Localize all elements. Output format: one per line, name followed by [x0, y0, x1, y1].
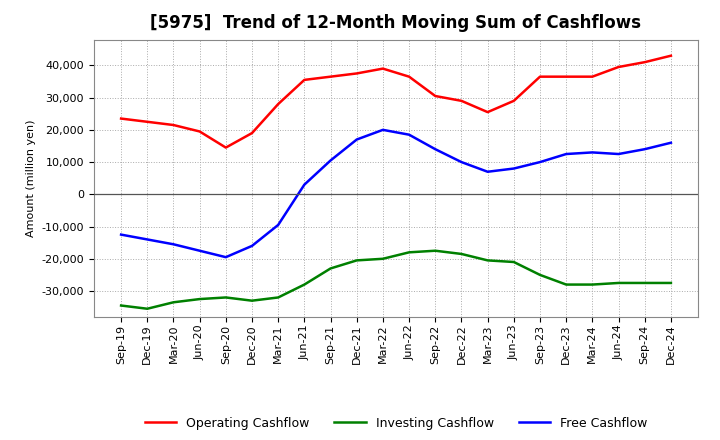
Free Cashflow [510, 166, 518, 171]
Operating Cashflow [640, 59, 649, 65]
Operating Cashflow [667, 53, 675, 59]
Investing Cashflow [510, 259, 518, 264]
Operating Cashflow [117, 116, 125, 121]
Investing Cashflow [222, 295, 230, 300]
Investing Cashflow [431, 248, 440, 253]
Operating Cashflow [300, 77, 309, 83]
Operating Cashflow [195, 129, 204, 134]
Operating Cashflow [431, 93, 440, 99]
Free Cashflow [326, 158, 335, 163]
Free Cashflow [536, 159, 544, 165]
Investing Cashflow [588, 282, 597, 287]
Investing Cashflow [667, 280, 675, 286]
Free Cashflow [640, 147, 649, 152]
Investing Cashflow [640, 280, 649, 286]
Legend: Operating Cashflow, Investing Cashflow, Free Cashflow: Operating Cashflow, Investing Cashflow, … [140, 412, 652, 435]
Operating Cashflow [143, 119, 152, 125]
Investing Cashflow [562, 282, 570, 287]
Free Cashflow [588, 150, 597, 155]
Operating Cashflow [326, 74, 335, 79]
Title: [5975]  Trend of 12-Month Moving Sum of Cashflows: [5975] Trend of 12-Month Moving Sum of C… [150, 15, 642, 33]
Free Cashflow [431, 147, 440, 152]
Investing Cashflow [379, 256, 387, 261]
Operating Cashflow [274, 102, 282, 107]
Free Cashflow [483, 169, 492, 174]
Investing Cashflow [326, 266, 335, 271]
Operating Cashflow [379, 66, 387, 71]
Investing Cashflow [614, 280, 623, 286]
Line: Free Cashflow: Free Cashflow [121, 130, 671, 257]
Free Cashflow [667, 140, 675, 145]
Y-axis label: Amount (million yen): Amount (million yen) [26, 119, 36, 237]
Operating Cashflow [405, 74, 413, 79]
Operating Cashflow [248, 130, 256, 136]
Free Cashflow [274, 222, 282, 227]
Free Cashflow [143, 237, 152, 242]
Operating Cashflow [588, 74, 597, 79]
Free Cashflow [457, 159, 466, 165]
Operating Cashflow [536, 74, 544, 79]
Free Cashflow [614, 151, 623, 157]
Operating Cashflow [352, 71, 361, 76]
Operating Cashflow [169, 122, 178, 128]
Investing Cashflow [248, 298, 256, 303]
Free Cashflow [379, 127, 387, 132]
Operating Cashflow [614, 64, 623, 70]
Free Cashflow [300, 182, 309, 187]
Investing Cashflow [143, 306, 152, 312]
Operating Cashflow [510, 98, 518, 103]
Line: Investing Cashflow: Investing Cashflow [121, 251, 671, 309]
Free Cashflow [169, 242, 178, 247]
Investing Cashflow [405, 249, 413, 255]
Free Cashflow [352, 137, 361, 142]
Free Cashflow [117, 232, 125, 237]
Operating Cashflow [222, 145, 230, 150]
Investing Cashflow [169, 300, 178, 305]
Operating Cashflow [457, 98, 466, 103]
Operating Cashflow [562, 74, 570, 79]
Investing Cashflow [117, 303, 125, 308]
Free Cashflow [562, 151, 570, 157]
Free Cashflow [222, 254, 230, 260]
Line: Operating Cashflow: Operating Cashflow [121, 56, 671, 147]
Free Cashflow [195, 248, 204, 253]
Investing Cashflow [536, 272, 544, 278]
Investing Cashflow [195, 297, 204, 302]
Investing Cashflow [457, 251, 466, 257]
Investing Cashflow [352, 258, 361, 263]
Free Cashflow [405, 132, 413, 137]
Investing Cashflow [483, 258, 492, 263]
Free Cashflow [248, 243, 256, 249]
Investing Cashflow [300, 282, 309, 287]
Operating Cashflow [483, 110, 492, 115]
Investing Cashflow [274, 295, 282, 300]
